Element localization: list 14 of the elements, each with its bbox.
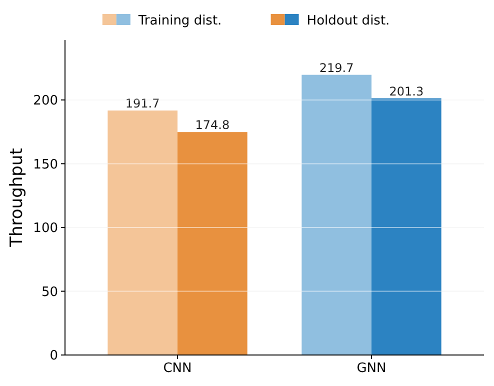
data-label: 174.8 <box>195 118 230 132</box>
legend-label: Holdout dist. <box>306 14 390 29</box>
data-label: 191.7 <box>125 96 160 111</box>
y-axis-title: Throughput <box>7 148 27 248</box>
x-tick-label: CNN <box>163 361 192 376</box>
y-tick-label: 100 <box>33 221 58 236</box>
data-label: 219.7 <box>319 60 354 75</box>
y-tick-label: 200 <box>33 93 58 108</box>
legend-label: Training dist. <box>137 14 222 29</box>
y-tick-label: 0 <box>50 348 58 364</box>
x-tick-label: GNN <box>356 361 386 376</box>
y-tick-label: 50 <box>41 284 58 300</box>
data-label: 201.3 <box>389 84 424 98</box>
y-tick-label: 150 <box>33 157 58 172</box>
